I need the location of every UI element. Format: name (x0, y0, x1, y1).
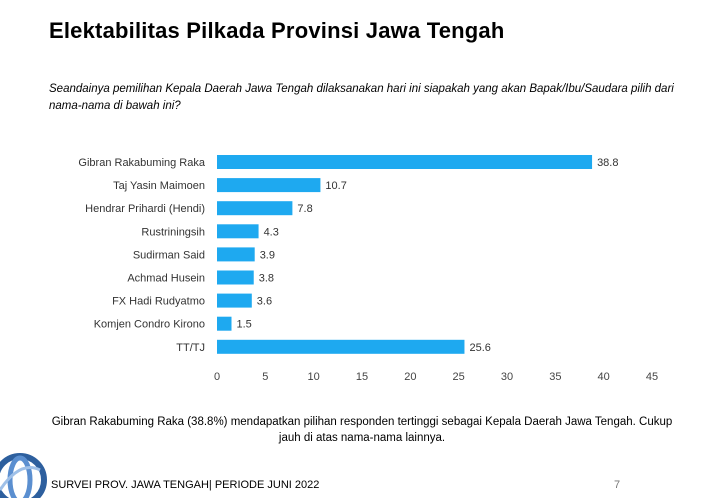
bar-chart: Gibran Rakabuming Raka 38.8 Taj Yasin Maim… (78, 155, 658, 383)
category-label: Komjen Condro Kirono (94, 319, 205, 331)
bar (217, 155, 593, 169)
x-tick-label: 10 (308, 371, 320, 383)
data-label: 3.6 (257, 296, 272, 308)
bar (217, 201, 293, 216)
category-label: FX Hadi Rudyatmo (112, 296, 205, 308)
data-label: 10.7 (325, 180, 346, 192)
bar (217, 293, 252, 308)
x-tick-label: 5 (262, 371, 268, 383)
x-tick-label: 30 (501, 371, 513, 383)
x-tick-label: 15 (356, 371, 368, 383)
data-label: 25.6 (469, 342, 490, 354)
bar (217, 316, 232, 331)
page-number: 7 (614, 479, 621, 491)
bar (217, 270, 254, 285)
category-label: Rustriningsih (141, 226, 205, 238)
bar (217, 339, 465, 354)
data-label: 3.8 (259, 273, 274, 285)
x-tick-label: 25 (453, 371, 465, 383)
x-tick-label: 40 (598, 371, 610, 383)
page-title: Elektabilitas Pilkada Provinsi Jawa Teng… (49, 18, 505, 43)
category-label: Gibran Rakabuming Raka (78, 157, 205, 169)
x-tick-label: 45 (646, 371, 658, 383)
category-label: Achmad Husein (127, 273, 205, 285)
survey-question: Seandainya pemilihan Kepala Daerah Jawa … (49, 83, 674, 112)
bar (217, 224, 259, 239)
category-label: Sudirman Said (133, 249, 205, 261)
category-label: Hendrar Prihardi (Hendi) (85, 203, 205, 215)
x-tick-label: 35 (549, 371, 561, 383)
category-label: TT/TJ (176, 342, 205, 354)
data-label: 38.8 (597, 157, 618, 169)
data-label: 1.5 (237, 319, 252, 331)
data-label: 3.9 (260, 249, 275, 261)
x-tick-label: 0 (214, 371, 220, 383)
bar (217, 178, 321, 193)
data-label: 4.3 (264, 226, 279, 238)
logo-icon (0, 453, 47, 498)
category-label: Taj Yasin Maimoen (113, 180, 205, 192)
summary-text: Gibran Rakabuming Raka (38.8%) mendapatk… (51, 416, 673, 444)
bar (217, 247, 255, 262)
x-tick-label: 20 (404, 371, 416, 383)
data-label: 7.8 (297, 203, 312, 215)
footer-text: SURVEI PROV. JAWA TENGAH| PERIODE JUNI 2… (51, 479, 320, 491)
